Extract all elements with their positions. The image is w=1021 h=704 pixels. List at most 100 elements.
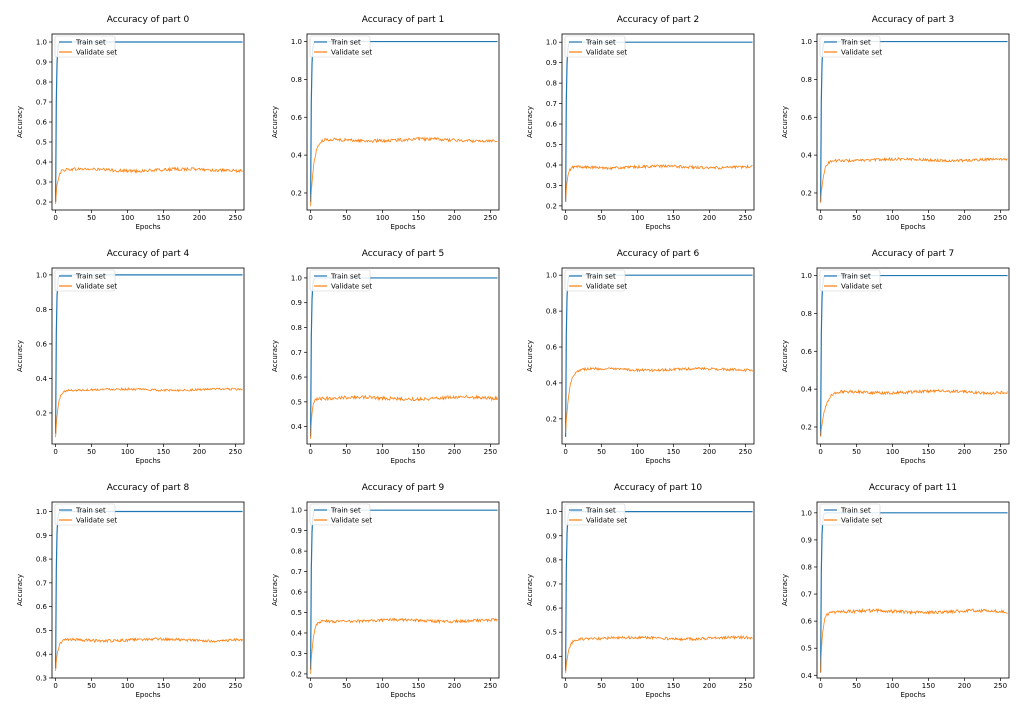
- legend-train-label: Train set: [840, 273, 871, 281]
- legend: Train set Validate set: [819, 503, 882, 526]
- legend-train-label: Train set: [75, 39, 106, 47]
- accuracy-chart-part-4: Accuracy of part 4 0 50 100 150 200 250 0.2 0.4 0…: [0, 234, 255, 469]
- validate-series-line: [565, 163, 753, 202]
- y-tick-label: 0.4: [546, 379, 558, 387]
- y-tick-label: 0.6: [36, 340, 48, 348]
- x-tick-label: 50: [852, 448, 861, 456]
- plot-frame: [306, 33, 500, 211]
- y-tick-label: 0.9: [546, 532, 557, 540]
- y-tick-label: 1.0: [36, 39, 47, 47]
- y-tick-label: 0.2: [801, 423, 812, 431]
- y-tick-label: 0.8: [291, 76, 302, 84]
- legend: Train set Validate set: [309, 503, 372, 526]
- chart-svg: Accuracy of part 4 0 50 100 150 200 250 0.2 0.4 0…: [16, 249, 245, 465]
- accuracy-chart-part-11: Accuracy of part 11 0 50 100 150 200 250 0.4 0.5…: [765, 468, 1020, 703]
- x-tick-label: 200: [958, 214, 971, 222]
- plot-frame: [561, 501, 755, 679]
- legend-train-label: Train set: [585, 39, 616, 47]
- x-tick-label: 100: [121, 448, 134, 456]
- chart-title: Accuracy of part 7: [872, 249, 955, 259]
- y-tick-label: 0.3: [36, 179, 47, 187]
- x-tick-label: 200: [703, 448, 716, 456]
- y-tick-label: 0.7: [291, 349, 302, 357]
- x-tick-label: 0: [563, 214, 567, 222]
- accuracy-chart-part-3: Accuracy of part 3 0 50 100 150 200 250 0.2 0.4 0…: [765, 0, 1020, 235]
- legend-validate-label: Validate set: [331, 49, 372, 57]
- validate-series-line: [310, 136, 498, 207]
- accuracy-chart-part-9: Accuracy of part 9 0 50 100 150 200 250 0.2 0.3 0…: [255, 468, 510, 703]
- y-tick-label: 0.4: [36, 159, 48, 167]
- legend-validate-label: Validate set: [841, 283, 882, 291]
- x-tick-label: 100: [886, 448, 899, 456]
- legend: Train set Validate set: [309, 269, 372, 292]
- y-axis-label: Accuracy: [781, 574, 789, 606]
- legend: Train set Validate set: [819, 35, 882, 58]
- x-tick-label: 100: [631, 682, 644, 690]
- legend-validate-label: Validate set: [76, 49, 117, 57]
- y-tick-label: 0.5: [291, 609, 302, 617]
- validate-series-line: [820, 607, 1008, 673]
- y-tick-label: 0.7: [546, 100, 557, 108]
- legend-train-label: Train set: [75, 273, 106, 281]
- y-axis-label: Accuracy: [16, 106, 24, 138]
- y-tick-label: 0.6: [546, 344, 558, 352]
- x-tick-label: 150: [667, 682, 680, 690]
- y-tick-label: 0.5: [801, 645, 812, 653]
- x-tick-label: 200: [193, 448, 206, 456]
- y-axis-label: Accuracy: [526, 106, 534, 138]
- x-tick-label: 100: [121, 682, 134, 690]
- x-tick-label: 250: [229, 214, 242, 222]
- plot-frame: [51, 501, 245, 679]
- x-axis-label: Epochs: [390, 223, 415, 231]
- chart-title: Accuracy of part 1: [362, 15, 445, 25]
- y-tick-label: 0.9: [546, 59, 557, 67]
- y-tick-label: 0.7: [36, 99, 47, 107]
- y-axis-label: Accuracy: [781, 106, 789, 138]
- legend-train-label: Train set: [75, 507, 106, 515]
- legend: Train set Validate set: [819, 269, 882, 292]
- x-tick-label: 100: [631, 214, 644, 222]
- y-axis-label: Accuracy: [526, 340, 534, 372]
- x-tick-label: 250: [484, 448, 497, 456]
- y-tick-label: 0.6: [801, 618, 813, 626]
- x-tick-label: 0: [563, 448, 567, 456]
- legend-validate-label: Validate set: [586, 283, 627, 291]
- x-axis-label: Epochs: [135, 457, 160, 465]
- legend: Train set Validate set: [54, 269, 117, 292]
- x-tick-label: 0: [308, 214, 312, 222]
- x-tick-label: 250: [739, 448, 752, 456]
- y-tick-label: 0.6: [291, 589, 303, 597]
- x-tick-label: 200: [193, 214, 206, 222]
- y-tick-label: 0.6: [546, 605, 558, 613]
- legend-validate-label: Validate set: [76, 283, 117, 291]
- x-axis-label: Epochs: [900, 691, 925, 699]
- x-tick-label: 250: [994, 448, 1007, 456]
- legend-validate-label: Validate set: [586, 517, 627, 525]
- chart-title: Accuracy of part 3: [872, 15, 955, 25]
- x-tick-label: 150: [157, 214, 170, 222]
- x-tick-label: 50: [87, 214, 96, 222]
- y-tick-label: 1.0: [546, 508, 557, 516]
- x-tick-label: 200: [448, 448, 461, 456]
- y-tick-label: 0.4: [801, 386, 813, 394]
- x-tick-label: 250: [994, 682, 1007, 690]
- y-axis-label: Accuracy: [16, 574, 24, 606]
- legend-validate-label: Validate set: [841, 49, 882, 57]
- x-tick-label: 0: [53, 214, 57, 222]
- legend: Train set Validate set: [54, 503, 117, 526]
- y-tick-label: 0.3: [546, 182, 557, 190]
- y-tick-label: 0.2: [546, 415, 557, 423]
- x-tick-label: 100: [376, 214, 389, 222]
- y-tick-label: 0.5: [546, 141, 557, 149]
- chart-svg: Accuracy of part 5 0 50 100 150 200 250 0.4 0.5 0…: [271, 249, 500, 465]
- chart-title: Accuracy of part 2: [617, 15, 700, 25]
- x-tick-label: 0: [53, 448, 57, 456]
- y-tick-label: 1.0: [546, 272, 557, 280]
- chart-svg: Accuracy of part 1 0 50 100 150 200 250 0.2 0.4 0…: [271, 15, 500, 231]
- x-tick-label: 200: [703, 214, 716, 222]
- y-tick-label: 0.9: [801, 536, 812, 544]
- plot-frame: [561, 33, 755, 211]
- x-tick-label: 250: [994, 214, 1007, 222]
- validate-series-line: [820, 388, 1008, 437]
- x-tick-label: 50: [852, 682, 861, 690]
